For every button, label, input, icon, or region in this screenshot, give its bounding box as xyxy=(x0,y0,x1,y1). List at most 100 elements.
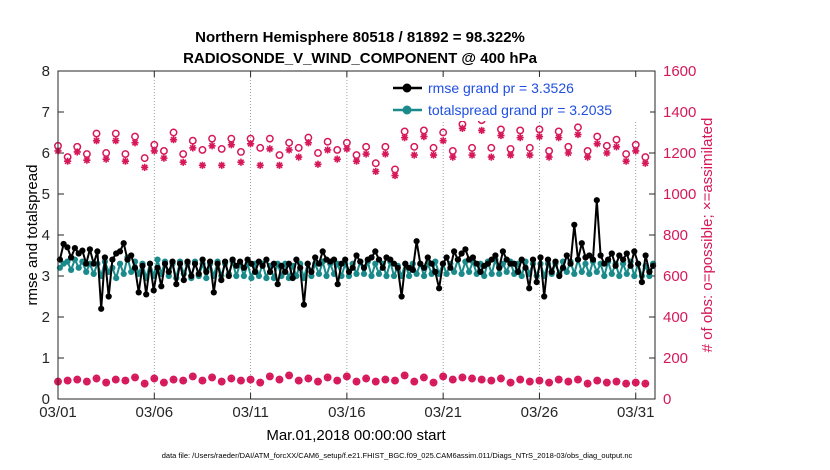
right-tick-label: 1400 xyxy=(663,104,696,121)
obs-bottom-assimilated-marker xyxy=(295,376,303,385)
obs-assimilated-marker xyxy=(64,157,72,165)
rmse-point xyxy=(548,268,555,275)
rmse-point xyxy=(304,260,311,267)
obs-possible-marker xyxy=(265,134,274,143)
left-tick-label: 8 xyxy=(42,63,50,80)
rmse-point xyxy=(120,240,127,247)
rmse-point xyxy=(285,260,292,267)
obs-assimilated-marker xyxy=(612,143,621,151)
obs-assimilated-marker xyxy=(218,161,226,169)
x-tick-label: 03/26 xyxy=(521,404,559,421)
obs-assimilated-marker xyxy=(333,155,341,163)
rmse-point xyxy=(605,256,612,263)
obs-bottom-assimilated-marker xyxy=(160,379,168,387)
rmse-point xyxy=(499,248,506,255)
x-tick-label: 03/06 xyxy=(136,404,174,421)
right-tick-label: 200 xyxy=(663,350,688,367)
obs-bottom-assimilated-marker xyxy=(410,377,418,386)
obs-bottom-assimilated-marker xyxy=(526,377,534,386)
obs-bottom-assimilated-marker xyxy=(198,376,207,385)
rmse-point xyxy=(79,247,86,254)
obs-bottom-assimilated-marker xyxy=(73,375,81,384)
rmse-point xyxy=(345,268,353,275)
totalspread-point xyxy=(90,270,97,277)
obs-assimilated-marker xyxy=(189,144,197,152)
rmse-point xyxy=(176,260,184,267)
totalspread-point xyxy=(413,270,420,277)
obs-assimilated-marker xyxy=(169,136,178,144)
totalspread-point xyxy=(616,272,623,280)
obs-possible-marker xyxy=(217,144,226,153)
obs-possible-marker xyxy=(439,128,448,137)
obs-assimilated-marker xyxy=(150,147,158,155)
rmse-point xyxy=(357,258,364,265)
totalspread-point xyxy=(458,270,465,277)
totalspread-point xyxy=(203,275,210,282)
rmse-point xyxy=(146,260,154,267)
legend-spread-marker xyxy=(402,105,412,115)
obs-possible-marker xyxy=(179,150,188,158)
totalspread-point xyxy=(68,266,75,273)
totalspread-point xyxy=(631,272,638,280)
obs-bottom-assimilated-marker xyxy=(237,376,245,385)
rmse-point xyxy=(488,256,495,263)
obs-bottom-assimilated-marker xyxy=(343,372,351,381)
left-axis: 0 1 2 3 4 5 6 7 8 xyxy=(42,63,64,408)
rmse-point xyxy=(492,252,499,259)
rmse-point xyxy=(143,291,150,298)
obs-possible-marker xyxy=(92,129,101,138)
rmse-point xyxy=(627,262,634,269)
obs-bottom-assimilated-marker xyxy=(622,380,630,388)
obs-possible-marker xyxy=(362,142,371,151)
rmse-point xyxy=(529,256,537,263)
obs-bottom-assimilated-marker xyxy=(102,379,110,387)
plot-frame xyxy=(57,70,656,400)
rmse-point xyxy=(300,301,307,308)
obs-possible-marker xyxy=(574,123,582,132)
obs-bottom-assimilated-marker xyxy=(227,374,235,383)
rmse-point xyxy=(601,260,608,267)
obs-possible-marker xyxy=(535,125,544,134)
obs-assimilated-marker xyxy=(420,133,428,141)
rmse-point xyxy=(623,250,630,257)
rmse-point xyxy=(150,287,157,294)
obs-assimilated-marker xyxy=(141,163,149,171)
obs-bottom-assimilated-marker xyxy=(555,375,563,384)
rmse-point xyxy=(278,262,285,269)
obs-bottom-assimilated-marker xyxy=(83,377,91,386)
obs-assimilated-marker xyxy=(179,158,187,166)
rmse-point xyxy=(443,254,450,261)
legend-rmse-marker xyxy=(402,83,412,93)
rmse-point xyxy=(608,250,615,257)
obs-bottom-assimilated-marker xyxy=(468,374,476,383)
rmse-point xyxy=(593,197,600,204)
rmse-point xyxy=(518,256,525,263)
right-axis: 0 200 400 600 800 1000 1200 1400 1600 xyxy=(649,63,696,408)
chart-title: Northern Hemisphere 80518 / 81892 = 98.3… xyxy=(195,29,525,46)
totalspread-point xyxy=(466,268,473,275)
rmse-point xyxy=(101,254,108,261)
rmse-point xyxy=(567,260,574,267)
obs-assimilated-marker xyxy=(102,155,110,163)
totalspread-point xyxy=(120,270,127,277)
rmse-point xyxy=(368,254,375,261)
rmse-point xyxy=(180,277,187,284)
rmse-point xyxy=(533,279,540,286)
obs-possible-marker xyxy=(612,135,621,144)
obs-assimilated-marker xyxy=(381,150,389,158)
obs-bottom-assimilated-marker xyxy=(169,375,178,384)
rmse-point xyxy=(578,240,585,247)
chart-subtitle: RADIOSONDE_V_WIND_COMPONENT @ 400 hPa xyxy=(183,50,538,67)
rmse-point xyxy=(574,256,582,263)
rmse-point xyxy=(308,268,315,275)
totalspread-point xyxy=(601,272,608,280)
right-tick-label: 1200 xyxy=(663,145,696,162)
rmse-point xyxy=(267,268,274,275)
obs-bottom-assimilated-marker xyxy=(478,375,486,384)
obs-bottom-assimilated-marker xyxy=(583,380,592,388)
totalspread-point xyxy=(593,268,600,275)
obs-assimilated-marker xyxy=(83,156,91,164)
obs-assimilated-marker xyxy=(295,153,303,161)
legend-box xyxy=(388,77,650,121)
totalspread-point xyxy=(390,272,398,280)
